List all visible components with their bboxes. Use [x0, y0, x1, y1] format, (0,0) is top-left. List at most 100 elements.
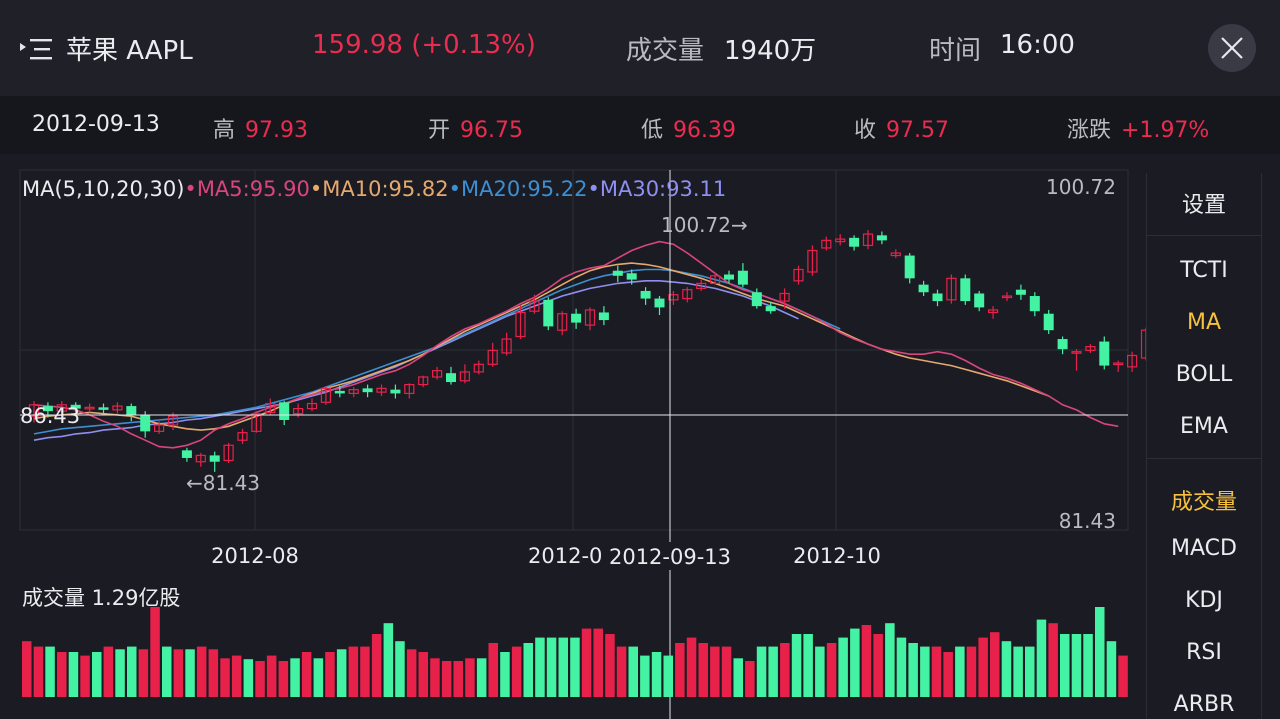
- candle-down: [960, 278, 971, 302]
- time-value: 16:00: [1000, 30, 1075, 60]
- ma20-line: [33, 268, 841, 435]
- volume-bar: [243, 659, 254, 697]
- info-high-label: 高: [213, 118, 236, 143]
- candle-down: [626, 273, 637, 280]
- settings-button[interactable]: 设置: [1181, 193, 1226, 218]
- candle-up: [1085, 346, 1096, 352]
- volume-bar: [966, 646, 977, 697]
- volume-bar: [675, 643, 685, 697]
- chart-area[interactable]: 86.43 100.72 81.43 100.72→ ←81.43 2012-08 2012…: [0, 154, 1146, 719]
- time-label: 时间: [929, 36, 982, 66]
- candle-down: [126, 406, 137, 415]
- volume-bar: [535, 637, 545, 697]
- info-change-label: 涨跌: [1067, 118, 1112, 143]
- volume-bar: [651, 652, 662, 697]
- volume-bar: [360, 646, 370, 697]
- candle-down: [904, 255, 915, 279]
- candle-up: [237, 432, 248, 441]
- volume-bar: [395, 641, 405, 697]
- candle-up: [320, 387, 331, 403]
- crosshair-date-box: [604, 542, 738, 570]
- volume-bar: [371, 634, 382, 697]
- info-low-label: 低: [641, 118, 664, 143]
- candle-down: [640, 290, 651, 299]
- volume-bar: [826, 643, 837, 697]
- ma20-dot: •: [448, 177, 462, 201]
- volume-bar: [1048, 623, 1058, 697]
- volume-bar: [266, 655, 277, 697]
- volume-bar: [92, 652, 102, 697]
- volume-bar: [45, 646, 55, 697]
- volume-bar: [558, 637, 568, 697]
- volume-bar: [908, 643, 918, 697]
- candle-down: [334, 390, 345, 394]
- candle-up: [293, 408, 304, 415]
- candle-down: [1029, 296, 1040, 312]
- candle-up: [251, 413, 262, 432]
- volume-bar: [127, 646, 137, 697]
- x-tick-label: 2012-08: [211, 544, 299, 568]
- candle-down: [1099, 341, 1110, 366]
- ma5-line: [33, 240, 1119, 449]
- volume-bar: [138, 649, 149, 697]
- candle-up: [529, 300, 540, 312]
- volume-bar: [616, 646, 627, 697]
- candle-up: [946, 277, 957, 301]
- volume-bar: [593, 628, 603, 697]
- sidebar-item-boll[interactable]: BOLL: [1175, 362, 1233, 387]
- volume-bar: [68, 652, 79, 697]
- candle-up: [432, 370, 443, 378]
- candle-up: [418, 376, 429, 386]
- ohlc-info-bar: [0, 96, 1280, 154]
- indicator-sidebar: 设置 TCTI MA BOLL EMA 成交量 MACD KDJ RSI ARB…: [1146, 173, 1262, 719]
- volume-bar: [290, 658, 300, 697]
- sidebar-item-ma[interactable]: MA: [1186, 310, 1222, 335]
- sidebar-item-arbr[interactable]: ARBR: [1173, 692, 1235, 717]
- sidebar-item-kdj[interactable]: KDJ: [1185, 588, 1223, 613]
- candle-up: [1071, 351, 1082, 354]
- volume-bar: [710, 646, 720, 697]
- volume-bar: [955, 646, 965, 697]
- stock-name: 苹果 AAPL: [66, 36, 193, 66]
- volume-bar: [1013, 646, 1023, 697]
- candle-up: [890, 252, 901, 257]
- volume-bar: [103, 646, 114, 697]
- close-button[interactable]: [1208, 24, 1256, 72]
- candle-up: [793, 268, 804, 282]
- info-change: 涨跌 +1.97%: [1067, 112, 1209, 144]
- candle-up: [56, 404, 67, 412]
- info-high-value: 97.93: [245, 118, 308, 143]
- volume-bar: [581, 628, 592, 697]
- sidebar-item-macd[interactable]: MACD: [1171, 536, 1237, 561]
- volume-bar: [150, 607, 160, 697]
- menu-icon[interactable]: [20, 35, 54, 63]
- candle-down: [612, 270, 623, 276]
- volume-bar: [1025, 646, 1035, 697]
- volume-bar: [278, 661, 289, 697]
- volume-bar: [406, 649, 417, 697]
- candle-up: [668, 294, 679, 301]
- info-close-value: 97.57: [886, 118, 949, 143]
- candle-up: [515, 311, 526, 338]
- volume-bar: [418, 652, 428, 697]
- volume-label: 成交量: [626, 36, 705, 66]
- candle-up: [807, 249, 818, 273]
- candle-up: [154, 424, 165, 432]
- ma-legend: MA(5,10,20,30)•MA5:95.90•MA10:95.82•MA20…: [22, 177, 726, 201]
- sidebar-item-tcti[interactable]: TCTI: [1180, 258, 1228, 283]
- ma30-legend: MA30:93.11: [599, 177, 727, 201]
- candle-up: [501, 338, 512, 354]
- info-change-value: +1.97%: [1121, 118, 1210, 143]
- sidebar-item-ema[interactable]: EMA: [1180, 414, 1228, 439]
- candle-down: [598, 312, 609, 321]
- info-high: 高 97.93: [213, 112, 308, 144]
- sidebar-item-volume[interactable]: 成交量: [1170, 490, 1237, 515]
- candle-up: [835, 238, 846, 243]
- sidebar-item-rsi[interactable]: RSI: [1186, 640, 1222, 665]
- candle-up: [821, 239, 832, 249]
- candle-up: [376, 387, 387, 393]
- volume-bar: [1095, 607, 1105, 697]
- candle-down: [543, 299, 554, 327]
- volume-bar: [850, 628, 860, 697]
- volume-bar: [1071, 634, 1082, 697]
